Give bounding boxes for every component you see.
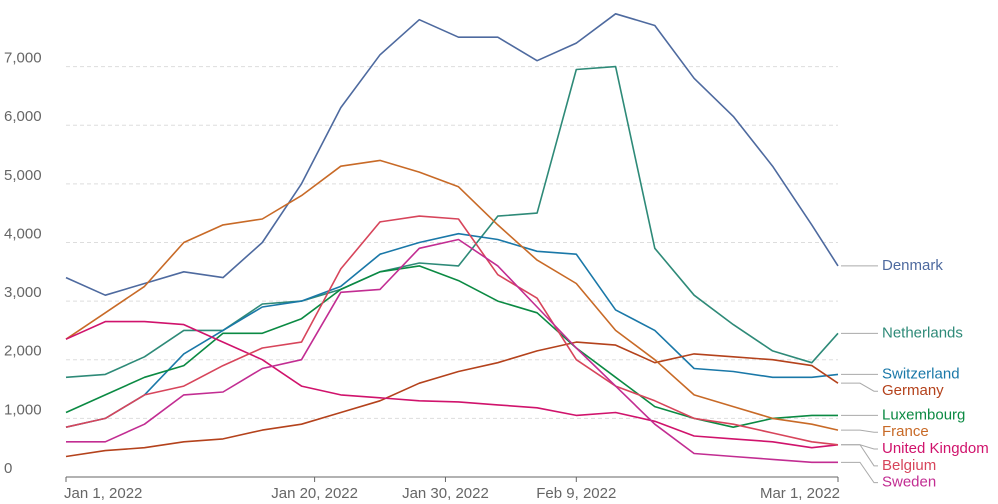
- legend-label: Netherlands: [882, 324, 963, 341]
- series-line: [65, 13, 839, 296]
- legend-label: Denmark: [882, 257, 943, 274]
- x-tick-label: Jan 30, 2022: [402, 485, 489, 502]
- y-tick-label: 3,000: [4, 284, 42, 301]
- x-tick-label: Mar 1, 2022: [760, 485, 840, 502]
- series-line: [65, 159, 839, 431]
- y-tick-label: 7,000: [4, 50, 42, 67]
- series-line: [65, 341, 839, 458]
- leader-line: [841, 444, 878, 450]
- y-tick-label: 6,000: [4, 108, 42, 125]
- y-tick-label: 2,000: [4, 343, 42, 360]
- legend-label: Sweden: [882, 474, 936, 491]
- legend-label: France: [882, 423, 929, 440]
- x-tick-label: Jan 1, 2022: [64, 485, 142, 502]
- legend-label: Germany: [882, 382, 944, 399]
- legend-label: Luxembourg: [882, 406, 965, 423]
- legend-label: United Kingdom: [882, 440, 989, 457]
- leader-line: [841, 444, 878, 467]
- legend-label: Belgium: [882, 457, 936, 474]
- y-tick-label: 5,000: [4, 167, 42, 184]
- series-line: [65, 320, 839, 449]
- y-tick-label: 4,000: [4, 225, 42, 242]
- series-line: [65, 215, 839, 446]
- legend-label: Switzerland: [882, 365, 960, 382]
- x-tick-label: Jan 20, 2022: [271, 485, 358, 502]
- series-line: [65, 65, 839, 379]
- series-line: [65, 232, 839, 428]
- leader-line: [841, 382, 878, 392]
- y-tick-label: 1,000: [4, 401, 42, 418]
- leader-line: [841, 429, 878, 433]
- series-line: [66, 238, 838, 464]
- y-tick-label: 0: [4, 460, 12, 477]
- leader-line: [841, 461, 878, 484]
- series-line: [65, 265, 838, 428]
- x-tick-label: Feb 9, 2022: [536, 485, 616, 502]
